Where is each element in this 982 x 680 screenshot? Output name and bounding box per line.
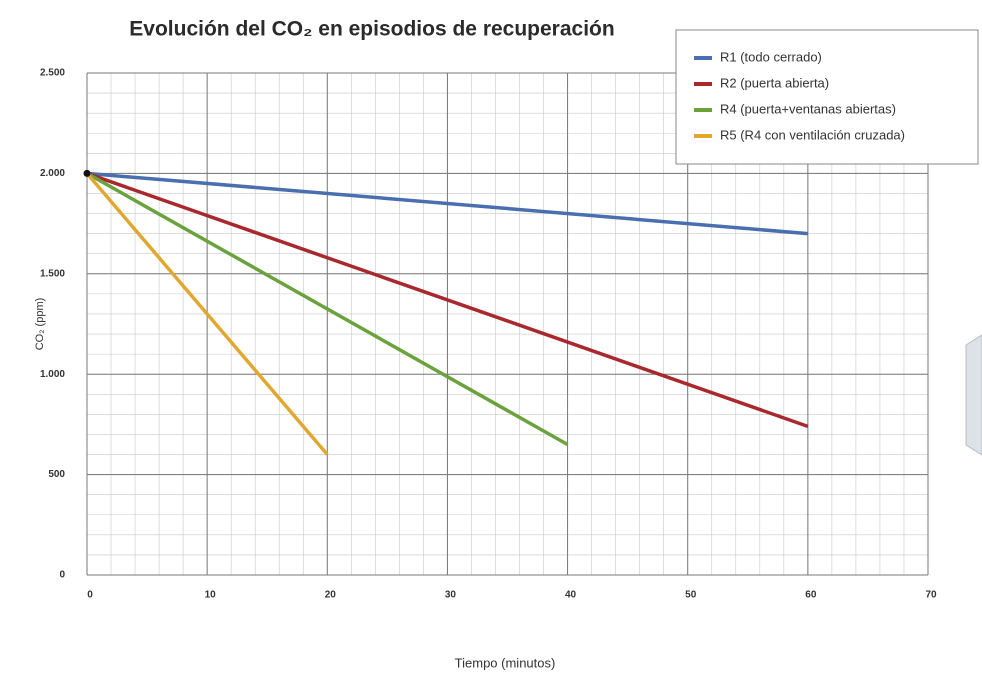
x-tick-label: 30: [445, 590, 457, 601]
y-axis-label: CO₂ (ppm): [34, 298, 46, 351]
series-line: [85, 172, 329, 456]
x-tick-label: 10: [205, 590, 217, 601]
legend-box: [675, 29, 979, 165]
chart-title: Evolución del CO₂ en episodios de recupe…: [129, 18, 614, 41]
y-tick-label: 1.000: [40, 369, 65, 380]
x-tick-label: 70: [925, 590, 937, 601]
legend-label: R1 (todo cerrado): [720, 49, 822, 64]
legend-label: R4 (puerta+ventanas abiertas): [720, 101, 896, 116]
legend: R1 (todo cerrado) R2 (puerta abierta) R4 (…: [675, 29, 979, 165]
series-line: [86, 171, 809, 236]
y-tick-label: 2.000: [40, 168, 65, 179]
series-line: [86, 171, 809, 429]
x-tick-label: 0: [87, 590, 93, 601]
legend-label: R2 (puerta abierta): [720, 75, 829, 90]
y-tick-label: 1.500: [40, 268, 65, 279]
side-decoration: [965, 334, 982, 456]
x-axis-label: Tiempo (minutos): [455, 655, 556, 670]
x-tick-label: 40: [565, 590, 577, 601]
y-tick-label: 0: [59, 570, 65, 581]
y-tick-label: 500: [48, 469, 65, 480]
series-line: [86, 171, 569, 447]
y-tick-label: 2.500: [40, 68, 65, 79]
origin-dot: [83, 169, 91, 177]
x-tick-label: 60: [805, 590, 817, 601]
legend-label: R5 (R4 con ventilación cruzada): [720, 127, 905, 142]
x-tick-label: 50: [685, 590, 697, 601]
x-tick-label: 20: [325, 590, 337, 601]
